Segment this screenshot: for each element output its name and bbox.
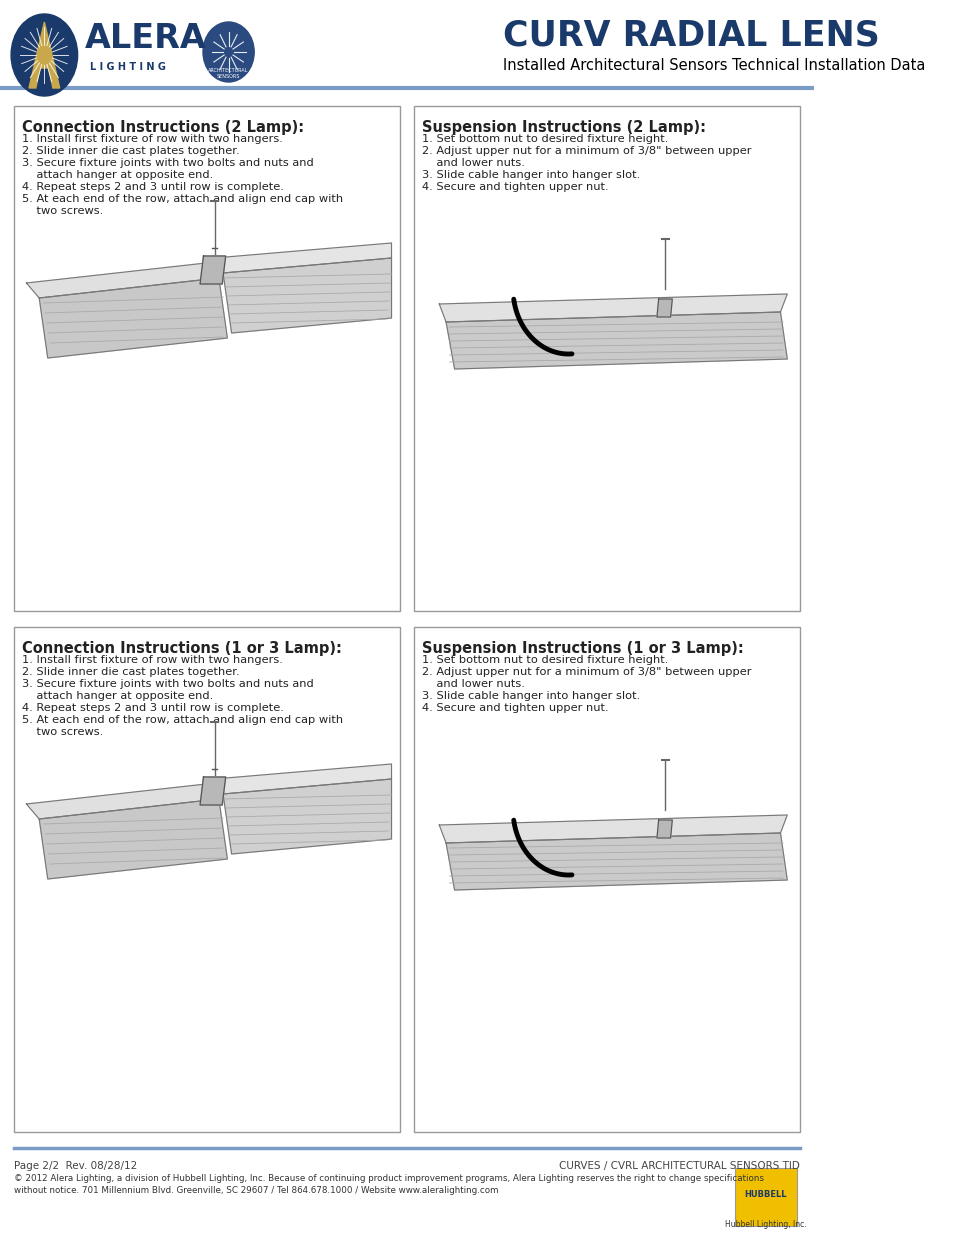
Text: 3. Slide cable hanger into hanger slot.: 3. Slide cable hanger into hanger slot. xyxy=(422,170,639,180)
Polygon shape xyxy=(657,820,672,839)
Text: Connection Instructions (2 Lamp):: Connection Instructions (2 Lamp): xyxy=(22,120,304,135)
Ellipse shape xyxy=(203,22,253,82)
Text: Hubbell Lighting, Inc.: Hubbell Lighting, Inc. xyxy=(724,1220,806,1229)
Text: Installed Architectural Sensors Technical Installation Data: Installed Architectural Sensors Technica… xyxy=(503,58,924,73)
Polygon shape xyxy=(214,243,391,273)
FancyBboxPatch shape xyxy=(735,1168,796,1226)
Text: ALERA: ALERA xyxy=(85,21,207,54)
Ellipse shape xyxy=(11,14,77,96)
FancyBboxPatch shape xyxy=(13,627,399,1132)
Polygon shape xyxy=(214,764,391,794)
Text: and lower nuts.: and lower nuts. xyxy=(422,158,524,168)
Polygon shape xyxy=(446,832,786,890)
FancyBboxPatch shape xyxy=(414,106,800,611)
Text: 4. Secure and tighten upper nut.: 4. Secure and tighten upper nut. xyxy=(422,182,608,191)
Text: without notice. 701 Millennium Blvd. Greenville, SC 29607 / Tel 864.678.1000 / W: without notice. 701 Millennium Blvd. Gre… xyxy=(13,1186,497,1195)
Text: HUBBELL: HUBBELL xyxy=(744,1189,786,1199)
Polygon shape xyxy=(29,22,60,88)
Polygon shape xyxy=(438,815,786,844)
Text: 3. Secure fixture joints with two bolts and nuts and: 3. Secure fixture joints with two bolts … xyxy=(22,158,314,168)
Text: 5. At each end of the row, attach and align end cap with: 5. At each end of the row, attach and al… xyxy=(22,715,343,725)
Text: two screws.: two screws. xyxy=(22,727,103,737)
Text: Suspension Instructions (2 Lamp):: Suspension Instructions (2 Lamp): xyxy=(422,120,705,135)
Text: 1. Set bottom nut to desired fixture height.: 1. Set bottom nut to desired fixture hei… xyxy=(422,135,668,144)
Text: and lower nuts.: and lower nuts. xyxy=(422,679,524,689)
Text: SENSORS: SENSORS xyxy=(216,74,240,79)
Text: © 2012 Alera Lighting, a division of Hubbell Lighting, Inc. Because of continuin: © 2012 Alera Lighting, a division of Hub… xyxy=(13,1174,762,1183)
Polygon shape xyxy=(200,256,226,284)
Text: 1. Install first fixture of row with two hangers.: 1. Install first fixture of row with two… xyxy=(22,135,283,144)
Text: 4. Secure and tighten upper nut.: 4. Secure and tighten upper nut. xyxy=(422,703,608,713)
Text: 4. Repeat steps 2 and 3 until row is complete.: 4. Repeat steps 2 and 3 until row is com… xyxy=(22,703,284,713)
Text: CURVES / CVRL ARCHITECTURAL SENSORS TID: CURVES / CVRL ARCHITECTURAL SENSORS TID xyxy=(558,1161,800,1171)
Text: 1. Set bottom nut to desired fixture height.: 1. Set bottom nut to desired fixture hei… xyxy=(422,655,668,664)
Text: 5. At each end of the row, attach and align end cap with: 5. At each end of the row, attach and al… xyxy=(22,194,343,204)
Text: ARCHITECTURAL: ARCHITECTURAL xyxy=(208,68,249,73)
Text: Connection Instructions (1 or 3 Lamp):: Connection Instructions (1 or 3 Lamp): xyxy=(22,641,342,656)
FancyBboxPatch shape xyxy=(414,627,800,1132)
Text: 2. Adjust upper nut for a minimum of 3/8" between upper: 2. Adjust upper nut for a minimum of 3/8… xyxy=(422,146,751,156)
Text: CURV RADIAL LENS: CURV RADIAL LENS xyxy=(503,19,879,52)
Polygon shape xyxy=(446,312,786,369)
Text: two screws.: two screws. xyxy=(22,206,103,216)
Text: Page 2/2  Rev. 08/28/12: Page 2/2 Rev. 08/28/12 xyxy=(13,1161,136,1171)
Text: 3. Slide cable hanger into hanger slot.: 3. Slide cable hanger into hanger slot. xyxy=(422,692,639,701)
Polygon shape xyxy=(223,258,391,333)
FancyBboxPatch shape xyxy=(13,106,399,611)
Polygon shape xyxy=(223,779,391,853)
Text: 2. Adjust upper nut for a minimum of 3/8" between upper: 2. Adjust upper nut for a minimum of 3/8… xyxy=(422,667,751,677)
Text: attach hanger at opposite end.: attach hanger at opposite end. xyxy=(22,692,213,701)
Polygon shape xyxy=(27,263,218,298)
Text: 1. Install first fixture of row with two hangers.: 1. Install first fixture of row with two… xyxy=(22,655,283,664)
Text: 2. Slide inner die cast plates together.: 2. Slide inner die cast plates together. xyxy=(22,146,239,156)
Text: attach hanger at opposite end.: attach hanger at opposite end. xyxy=(22,170,213,180)
Polygon shape xyxy=(39,278,227,358)
Polygon shape xyxy=(39,799,227,879)
Text: 4. Repeat steps 2 and 3 until row is complete.: 4. Repeat steps 2 and 3 until row is com… xyxy=(22,182,284,191)
Text: L I G H T I N G: L I G H T I N G xyxy=(91,62,166,72)
Polygon shape xyxy=(27,784,218,819)
Polygon shape xyxy=(438,294,786,322)
Text: 2. Slide inner die cast plates together.: 2. Slide inner die cast plates together. xyxy=(22,667,239,677)
Polygon shape xyxy=(657,299,672,317)
Polygon shape xyxy=(200,777,226,805)
Text: Suspension Instructions (1 or 3 Lamp):: Suspension Instructions (1 or 3 Lamp): xyxy=(422,641,743,656)
Text: 3. Secure fixture joints with two bolts and nuts and: 3. Secure fixture joints with two bolts … xyxy=(22,679,314,689)
